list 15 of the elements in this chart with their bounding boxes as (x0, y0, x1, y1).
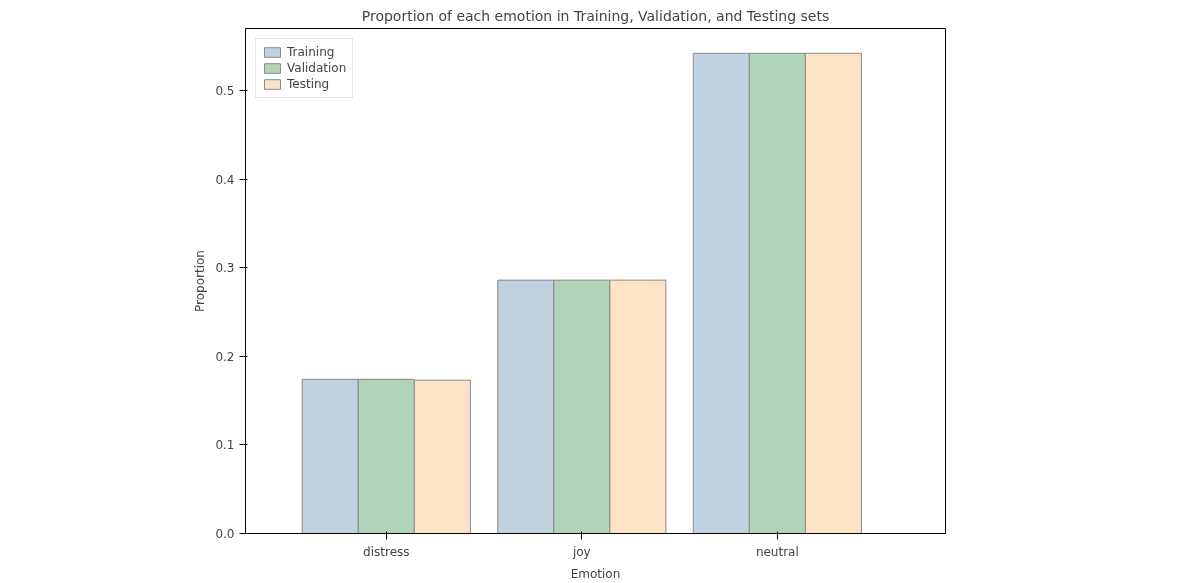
chart-title: Proportion of each emotion in Training, Validation, and Testing sets (361, 7, 830, 24)
y-axis-title: Proportion (193, 250, 208, 312)
x-tick-label: joy (571, 544, 591, 559)
y-tick-label: 0.0 (215, 527, 235, 541)
y-tick-label: 0.3 (215, 261, 235, 276)
legend-label: Testing (287, 77, 330, 91)
x-axis-title: Emotion (570, 566, 621, 581)
x-tick-label: distress (363, 544, 410, 559)
legend-label: Training (287, 45, 335, 59)
y-tick-label: 0.1 (215, 438, 235, 453)
legend-label: Validation (287, 61, 347, 75)
x-tick-label: neutral (755, 544, 799, 559)
y-tick-label: 0.2 (215, 349, 235, 364)
y-tick-label: 0.4 (215, 172, 235, 187)
y-tick-label: 0.5 (215, 84, 235, 99)
